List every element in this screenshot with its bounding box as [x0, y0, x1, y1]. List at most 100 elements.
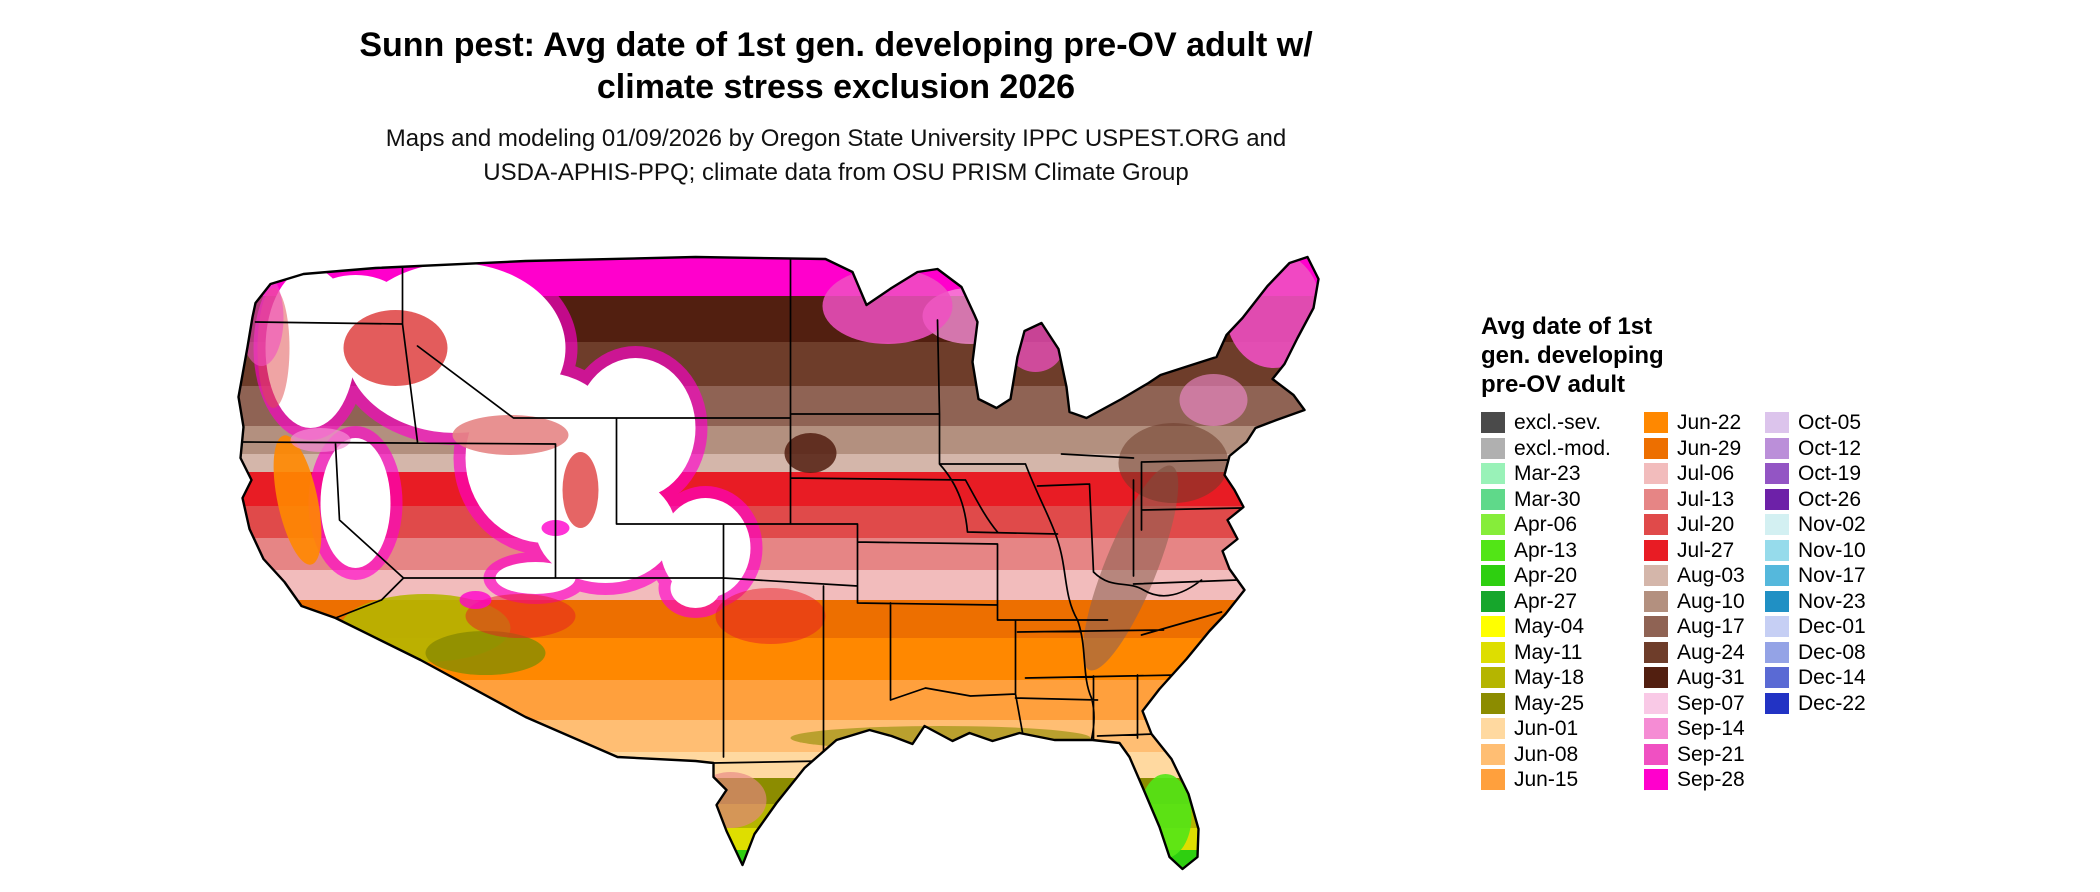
legend-label: Jul-13 [1677, 487, 1735, 511]
legend-swatch [1644, 488, 1668, 510]
legend-label: Sep-28 [1677, 768, 1745, 791]
legend-entry: Dec-01 [1765, 616, 1866, 637]
legend-label: Jun-22 [1677, 411, 1742, 434]
legend-swatch [1644, 743, 1668, 765]
legend-entry: Jul-06 [1644, 463, 1765, 484]
us-map-svg [237, 255, 1320, 871]
legend-swatch [1765, 667, 1789, 688]
us-map [225, 228, 1446, 884]
legend-entry: Apr-20 [1481, 565, 1644, 586]
legend-swatch [1644, 437, 1668, 459]
legend-entry: Mar-23 [1481, 463, 1644, 484]
legend-entry: Oct-05 [1765, 412, 1866, 433]
legend-label: Mar-23 [1514, 462, 1581, 485]
legend-entry: Apr-06 [1481, 514, 1644, 535]
page-subtitle: Maps and modeling 01/09/2026 by Oregon S… [386, 122, 1286, 190]
legend-label: Nov-23 [1798, 589, 1866, 613]
legend-label: Dec-08 [1798, 640, 1866, 664]
legend-swatch [1481, 463, 1505, 484]
legend-swatch [1481, 590, 1505, 612]
legend-label: Aug-31 [1677, 666, 1745, 689]
legend-entry: Aug-17 [1644, 616, 1765, 637]
legend-label: Oct-19 [1798, 462, 1862, 485]
legend-swatch [1481, 718, 1505, 739]
legend-entry: Jun-22 [1644, 412, 1765, 433]
legend-title: Avg date of 1st gen. developing pre-OV a… [1481, 312, 2091, 399]
legend-swatch [1644, 590, 1668, 612]
legend-entry: Jul-13 [1644, 487, 1765, 511]
legend-entry: Oct-26 [1765, 487, 1866, 511]
legend-swatch [1644, 412, 1668, 433]
legend-entry: Dec-08 [1765, 640, 1866, 664]
page-subtitle-line2: USDA-APHIS-PPQ; climate data from OSU PR… [483, 159, 1189, 186]
legend-label: May-18 [1514, 666, 1585, 689]
legend-entry: Aug-03 [1644, 565, 1765, 586]
legend-label: Oct-05 [1798, 411, 1862, 434]
legend-entry: Sep-07 [1644, 691, 1765, 715]
legend-swatch [1765, 437, 1789, 459]
legend-label: May-04 [1514, 615, 1585, 638]
state-borders [242, 257, 1243, 764]
legend-label: Jun-29 [1677, 436, 1742, 460]
legend-swatch [1481, 616, 1505, 637]
legend-label: May-11 [1514, 640, 1583, 664]
legend-swatch [1644, 769, 1668, 790]
legend-label: Nov-17 [1798, 564, 1866, 587]
legend-label: Oct-26 [1798, 487, 1862, 511]
legend-swatch [1644, 463, 1668, 484]
legend-label: Sep-14 [1677, 717, 1745, 740]
legend-swatch [1481, 743, 1505, 765]
legend-column-1: excl.-sev. excl.-mod. Mar-23 Mar-30 Apr-06 Ap… [1481, 412, 1644, 795]
page-subtitle-line1: Maps and modeling 01/09/2026 by Oregon S… [385, 125, 1287, 152]
legend-entry: Apr-13 [1481, 539, 1644, 561]
legend-label: Jun-15 [1514, 768, 1579, 791]
legend-swatch [1765, 463, 1789, 484]
legend-label: Nov-02 [1798, 513, 1866, 536]
legend-label: Jul-20 [1677, 513, 1735, 536]
legend-swatch [1644, 539, 1668, 561]
legend-swatch [1765, 514, 1789, 535]
legend-label: Apr-06 [1514, 513, 1578, 536]
legend-label: Aug-03 [1677, 564, 1745, 587]
legend-swatch [1644, 641, 1668, 663]
legend-label: May-25 [1514, 691, 1585, 715]
legend-label: Aug-24 [1677, 640, 1745, 664]
legend-entry: May-04 [1481, 616, 1644, 637]
page-title: Sunn pest: Avg date of 1st gen. developi… [359, 24, 1312, 108]
legend-entry: Apr-27 [1481, 590, 1644, 612]
legend-label: Jul-27 [1677, 538, 1735, 562]
legend-entry: May-25 [1481, 691, 1644, 715]
legend-swatch [1765, 412, 1789, 433]
legend-entry: Nov-17 [1765, 565, 1866, 586]
legend-label: Dec-01 [1798, 615, 1866, 638]
legend-entry: excl.-mod. [1481, 437, 1644, 459]
legend-entry: Nov-10 [1765, 539, 1866, 561]
legend-swatch [1644, 718, 1668, 739]
legend-columns: excl.-sev. excl.-mod. Mar-23 Mar-30 Apr-06 Ap… [1481, 412, 2091, 795]
legend-title-line1: Avg date of 1st [1481, 313, 1653, 340]
legend-entry: Mar-30 [1481, 488, 1644, 510]
legend-label: Aug-10 [1677, 589, 1745, 613]
legend-entry: May-18 [1481, 667, 1644, 688]
legend-entry: Oct-12 [1765, 437, 1866, 459]
legend-entry: Jul-27 [1644, 538, 1765, 562]
legend-swatch [1644, 514, 1668, 535]
legend-title-line3: pre-OV adult [1481, 371, 1626, 398]
legend-label: Dec-14 [1798, 666, 1866, 689]
legend-swatch [1481, 437, 1505, 459]
legend-entry: Dec-22 [1765, 691, 1866, 715]
us-outline [237, 255, 1320, 871]
legend-label: excl.-sev. [1514, 411, 1602, 434]
legend-swatch [1481, 667, 1505, 688]
legend-swatch [1481, 412, 1505, 433]
legend: Avg date of 1st gen. developing pre-OV a… [1481, 312, 2091, 795]
legend-entry: Jun-29 [1644, 436, 1765, 460]
legend-label: Dec-22 [1798, 691, 1866, 715]
legend-label: Sep-21 [1677, 742, 1745, 766]
legend-swatch [1765, 539, 1789, 561]
legend-swatch [1481, 769, 1505, 790]
legend-swatch [1481, 514, 1505, 535]
legend-swatch [1481, 488, 1505, 510]
legend-label: Sep-07 [1677, 691, 1745, 715]
legend-swatch [1644, 616, 1668, 637]
